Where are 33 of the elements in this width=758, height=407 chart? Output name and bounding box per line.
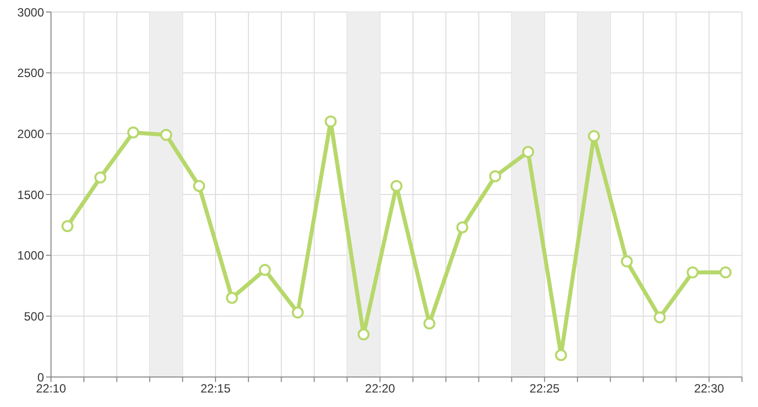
point bbox=[489, 170, 502, 182]
point bbox=[160, 128, 172, 141]
y-tick-label: 0 bbox=[37, 370, 44, 384]
point bbox=[555, 349, 568, 362]
x-tick-label: 22:15 bbox=[200, 382, 231, 396]
point bbox=[292, 306, 304, 319]
point bbox=[324, 116, 337, 128]
x-tick-label: 22:10 bbox=[36, 382, 66, 396]
point bbox=[193, 180, 206, 192]
x-tick-label: 22:20 bbox=[365, 382, 396, 396]
point bbox=[127, 126, 140, 138]
point bbox=[358, 328, 370, 340]
y-tick-label: 3000 bbox=[17, 5, 44, 20]
point bbox=[686, 266, 699, 278]
point bbox=[390, 180, 402, 192]
point bbox=[94, 171, 106, 184]
point bbox=[654, 311, 666, 324]
x-tick-label: 22:30 bbox=[694, 382, 724, 396]
point bbox=[61, 220, 74, 232]
y-tick-label: 1500 bbox=[17, 188, 44, 202]
y-tick-label: 1000 bbox=[17, 248, 44, 263]
point bbox=[720, 266, 732, 278]
y-tick-label: 2000 bbox=[17, 126, 44, 141]
point bbox=[620, 255, 633, 268]
point bbox=[456, 221, 468, 234]
point bbox=[423, 317, 436, 330]
point bbox=[588, 130, 600, 142]
y-tick-label: 2500 bbox=[17, 66, 44, 80]
point bbox=[258, 264, 271, 276]
point bbox=[522, 146, 534, 158]
x-tick-label: 22:25 bbox=[530, 382, 560, 396]
point bbox=[226, 292, 238, 304]
y-tick-label: 500 bbox=[24, 309, 44, 324]
